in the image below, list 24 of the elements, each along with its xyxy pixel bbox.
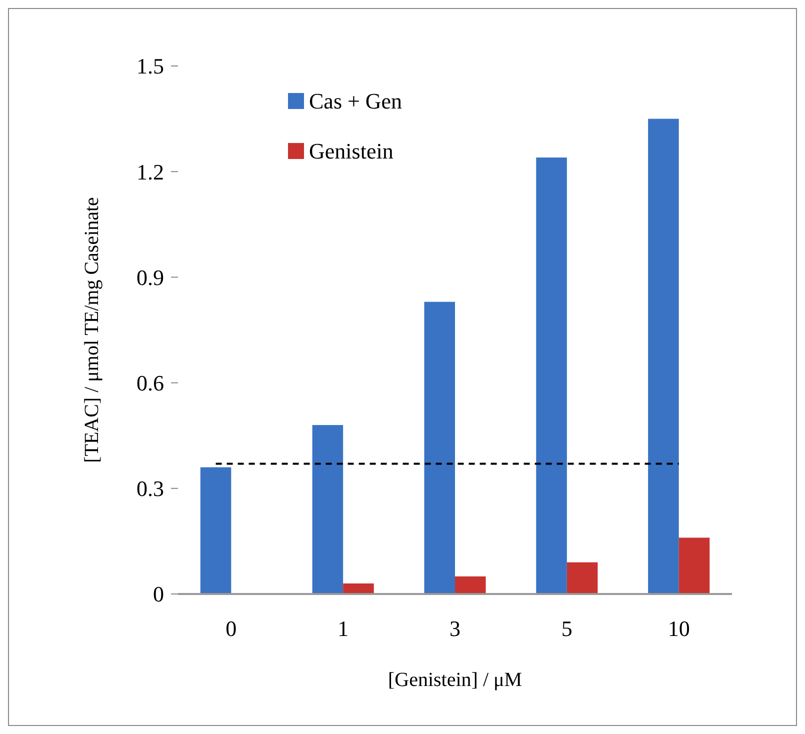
x-tick-label: 1 (338, 616, 349, 641)
y-tick-label: 0.6 (136, 370, 164, 396)
x-tick-label: 10 (668, 616, 690, 641)
x-tick-label: 5 (561, 616, 572, 641)
bar (312, 425, 344, 594)
x-tick-label: 0 (226, 616, 237, 641)
bar (424, 302, 455, 594)
y-tick-label: 1.2 (136, 159, 164, 184)
y-axis-title: [TEAC] / μmol TE/mg Caseinate (81, 196, 103, 463)
y-tick-label: 1.5 (136, 54, 164, 79)
bar (455, 576, 486, 594)
y-tick-label: 0.9 (136, 264, 164, 290)
legend-label: Cas + Gen (309, 88, 402, 114)
bar (648, 118, 679, 594)
bar (343, 583, 374, 594)
bar (566, 562, 598, 594)
legend-label: Genistein (309, 138, 394, 164)
y-tick-label: 0.3 (136, 476, 164, 502)
x-axis-title: [Genistein] / μM (388, 669, 522, 691)
bar (678, 538, 710, 594)
bar (200, 467, 232, 594)
x-tick-label: 3 (450, 616, 460, 641)
y-tick-label: 0 (153, 582, 164, 607)
bar (536, 158, 567, 594)
